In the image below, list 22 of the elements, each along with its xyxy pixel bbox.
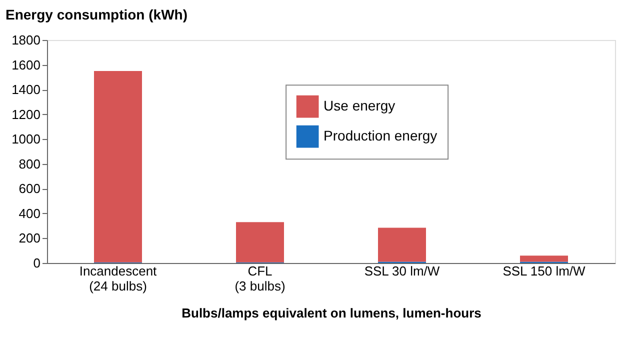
y-tick-label: 600 bbox=[18, 181, 40, 196]
x-tick-label: SSL 150 lm/W bbox=[502, 264, 586, 278]
y-tick-label: 1000 bbox=[12, 132, 40, 147]
x-tick-label: Incandescent (24 bulbs) bbox=[79, 264, 158, 294]
bar bbox=[378, 228, 426, 262]
legend-label: Use energy bbox=[324, 98, 396, 114]
y-tick-label: 800 bbox=[18, 156, 40, 172]
bar bbox=[94, 70, 142, 262]
y-tick-label: 200 bbox=[18, 230, 40, 246]
bar bbox=[520, 256, 568, 262]
y-tick-label: 0 bbox=[33, 256, 40, 270]
legend-label: Production energy bbox=[324, 128, 438, 144]
x-tick-label: CFL (3 bulbs) bbox=[234, 264, 286, 294]
y-tick-label: 1400 bbox=[12, 82, 40, 98]
x-axis-title: Bulbs/lamps equivalent on lumens, lumen-hours bbox=[182, 306, 482, 320]
y-tick-label: 1200 bbox=[12, 106, 40, 122]
x-tick-label: SSL 30 lm/W bbox=[364, 264, 440, 278]
y-tick-label: 1600 bbox=[12, 57, 40, 72]
bar bbox=[236, 222, 284, 262]
y-tick-label: 400 bbox=[18, 206, 40, 221]
y-tick-label: 1800 bbox=[12, 32, 40, 48]
y-axis-title: Energy consumption (kWh) bbox=[6, 6, 188, 22]
